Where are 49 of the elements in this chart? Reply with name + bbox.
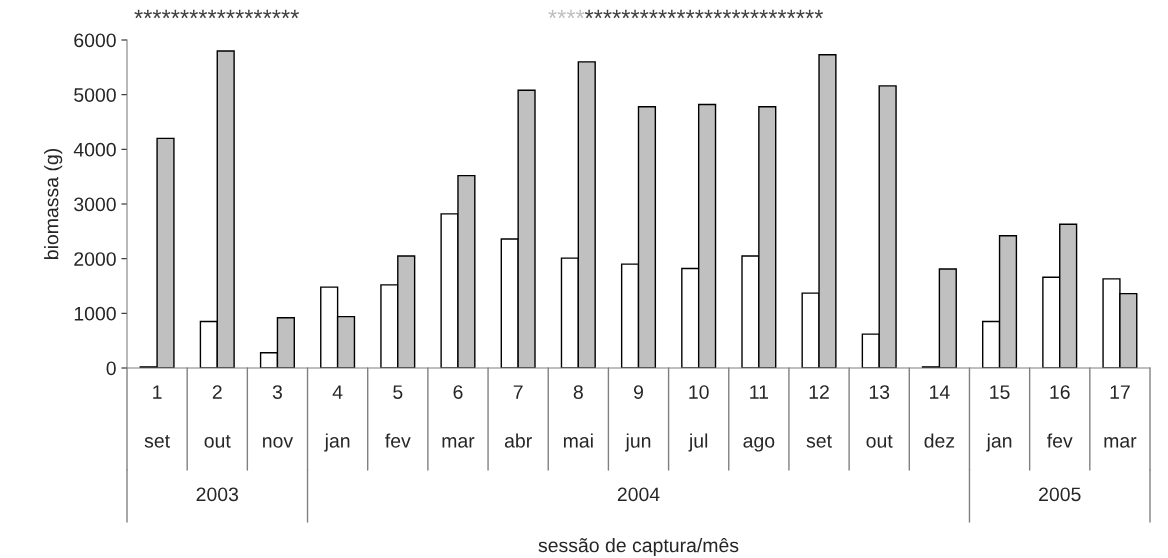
x-tick-label: 17 (1110, 385, 1130, 399)
y-tick-label: 4000 (73, 142, 116, 157)
x-tick-label: 3 (272, 385, 282, 399)
text: out (204, 434, 231, 448)
x-tick-label: 6 (453, 385, 463, 399)
text: dez (924, 433, 955, 448)
text: jan (324, 433, 350, 452)
text: **** (548, 9, 585, 19)
y-tick-label: 1000 (74, 306, 116, 321)
x-tick-label: 5 (393, 385, 403, 399)
text: jul (688, 433, 708, 452)
text: set (144, 434, 170, 448)
text: 2005 (1039, 487, 1081, 502)
y-tick-label: 5000 (74, 88, 116, 102)
y-tick-label: 2000 (74, 252, 116, 266)
y-axis-title: biomassa (g) (44, 149, 63, 259)
text: set (806, 434, 832, 448)
y-tick-label: 0 (106, 361, 116, 376)
text: abr (504, 433, 532, 448)
x-tick-label: 11 (750, 385, 768, 399)
x-tick-label: 15 (990, 385, 1010, 399)
text: nov (263, 437, 294, 448)
text: out (866, 434, 893, 448)
text: sessão de captura/mês (538, 537, 739, 557)
y-tick-label: 3000 (74, 197, 116, 212)
x-tick-label: 12 (809, 385, 829, 399)
y-tick-label: 6000 (74, 33, 116, 48)
text: 2003 (196, 487, 239, 502)
x-tick-label: 2 (212, 385, 222, 399)
text: ago (743, 437, 775, 452)
x-tick-label: 14 (930, 385, 950, 399)
text: mar (1104, 437, 1137, 448)
x-tick-label: 16 (1050, 385, 1070, 399)
x-tick-label: 10 (689, 385, 709, 399)
text: ************************** (584, 9, 824, 19)
text: jan (986, 433, 1012, 452)
text: fev (385, 433, 411, 448)
text: mar (442, 437, 475, 448)
text: mai (563, 433, 593, 448)
x-tick-label: 8 (573, 385, 583, 399)
text: ****************** (134, 9, 300, 19)
x-tick-label: 9 (634, 385, 643, 399)
text: 2004 (617, 487, 660, 502)
x-tick-label: 4 (332, 385, 343, 399)
text: fev (1047, 433, 1073, 448)
text: jun (625, 433, 651, 452)
x-tick-label: 13 (869, 385, 890, 399)
x-tick-label: 7 (513, 385, 523, 399)
x-tick-label: 1 (153, 385, 162, 399)
